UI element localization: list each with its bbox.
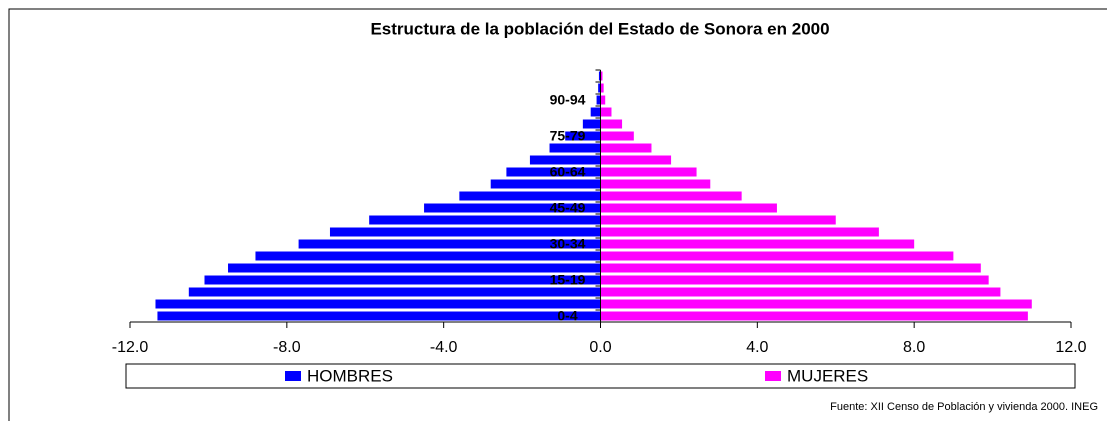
bar — [329, 227, 601, 237]
bar — [600, 107, 612, 117]
bar — [204, 275, 601, 285]
category-label: 30-34 — [550, 236, 586, 252]
x-tick-label: 4.0 — [746, 339, 768, 356]
x-tick-label: -4.0 — [430, 339, 458, 356]
bar — [157, 311, 601, 321]
bar — [298, 239, 601, 249]
bar — [600, 227, 879, 237]
bar — [424, 203, 601, 213]
bar — [155, 299, 601, 309]
x-tick-label: 12.0 — [1055, 339, 1086, 356]
bar — [600, 83, 604, 93]
legend-box — [125, 363, 1076, 389]
x-tick-label: 8.0 — [903, 339, 925, 356]
legend-swatch — [285, 371, 301, 381]
bar — [582, 119, 601, 129]
source-note: Fuente: XII Censo de Población y viviend… — [830, 401, 1098, 413]
category-label: 15-19 — [550, 272, 586, 288]
bar — [600, 167, 697, 177]
bar — [506, 167, 601, 177]
bar — [459, 191, 601, 201]
category-label: 0-4 — [557, 308, 577, 324]
category-label: 90-94 — [550, 92, 586, 108]
bar — [600, 251, 954, 261]
bar — [600, 191, 742, 201]
x-tick-label: 0.0 — [589, 339, 611, 356]
bar — [529, 155, 601, 165]
bar — [600, 239, 915, 249]
bar — [600, 71, 603, 81]
bar — [596, 95, 601, 105]
x-tick-label: -8.0 — [273, 339, 301, 356]
category-label: 60-64 — [550, 164, 586, 180]
bar — [255, 251, 601, 261]
bar — [598, 71, 601, 81]
bar — [600, 311, 1028, 321]
bar — [188, 287, 601, 297]
bar — [600, 287, 1001, 297]
bar — [600, 203, 777, 213]
chart-frame — [8, 8, 1107, 421]
category-label: 75-79 — [550, 128, 586, 144]
bar — [590, 107, 601, 117]
bar — [490, 179, 601, 189]
x-tick-label: -12.0 — [112, 339, 149, 356]
bar — [600, 119, 623, 129]
bar — [600, 155, 672, 165]
bar — [228, 263, 601, 273]
bar — [600, 263, 981, 273]
bar — [565, 131, 601, 141]
bar — [600, 95, 606, 105]
bar — [600, 275, 989, 285]
bar — [549, 143, 601, 153]
bar — [598, 83, 601, 93]
category-label: 45-49 — [550, 200, 586, 216]
legend-label: HOMBRES — [307, 366, 393, 385]
chart-title: Estructura de la población del Estado de… — [370, 19, 829, 38]
legend-swatch — [765, 371, 781, 381]
bar — [369, 215, 601, 225]
bar — [600, 131, 634, 141]
bar — [600, 299, 1032, 309]
bar — [600, 143, 652, 153]
bar — [600, 215, 836, 225]
legend-label: MUJERES — [787, 366, 868, 385]
bar — [600, 179, 711, 189]
